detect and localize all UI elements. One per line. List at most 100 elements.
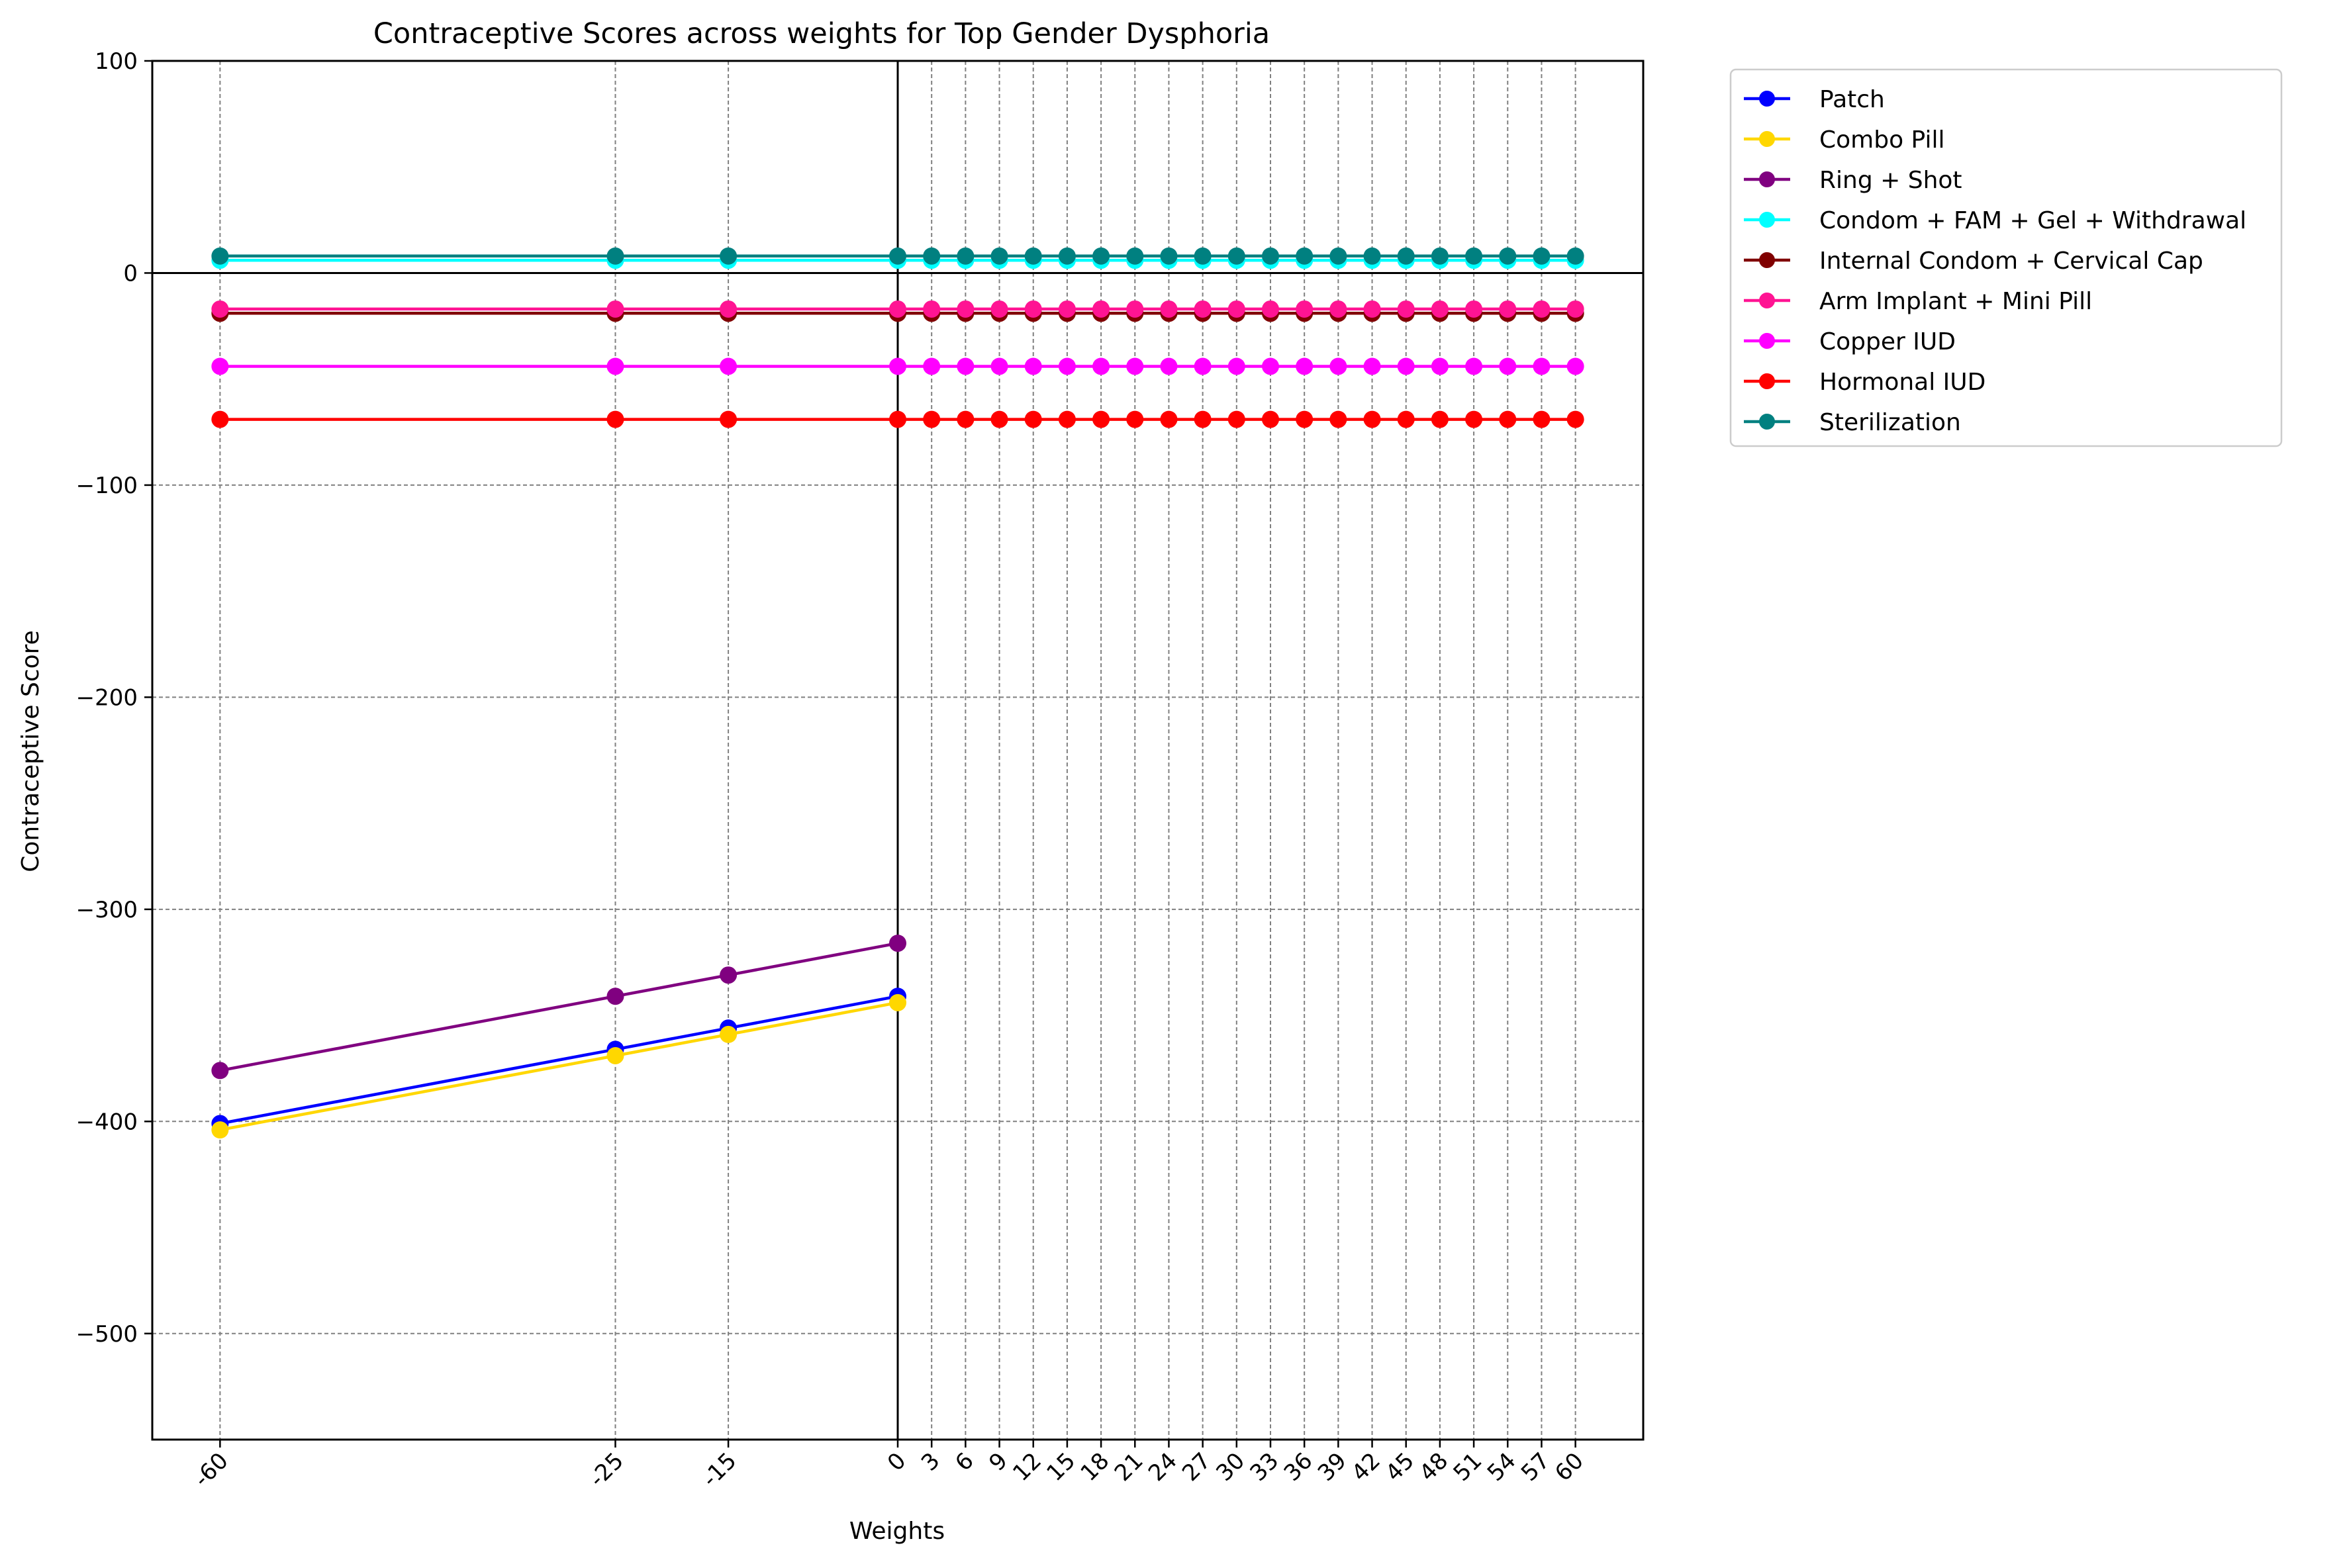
data-point	[1329, 357, 1347, 375]
data-point	[1092, 247, 1110, 265]
data-point	[211, 1062, 229, 1080]
x-tick-label: 0	[883, 1448, 912, 1477]
x-tick-label: 60	[1550, 1448, 1589, 1487]
y-tick-label: 0	[123, 260, 138, 287]
y-tick-label: −300	[76, 897, 138, 923]
data-point	[1058, 357, 1076, 375]
x-tick-label: 21	[1110, 1448, 1149, 1487]
legend-marker	[1759, 333, 1775, 349]
data-point	[1397, 300, 1415, 318]
legend-label: Internal Condom + Cervical Cap	[1819, 248, 2203, 275]
legend-marker	[1759, 131, 1775, 147]
data-point	[720, 247, 738, 265]
data-point	[923, 410, 941, 428]
data-point	[1363, 410, 1381, 428]
data-point	[1499, 247, 1517, 265]
data-point	[957, 410, 975, 428]
data-point	[1533, 300, 1551, 318]
series-2	[211, 993, 906, 1139]
series-8	[211, 410, 1584, 428]
data-point	[1397, 357, 1415, 375]
legend-label: Patch	[1819, 86, 1885, 113]
data-point	[1058, 300, 1076, 318]
data-point	[1533, 410, 1551, 428]
data-point	[1397, 410, 1415, 428]
data-point	[211, 1121, 229, 1139]
data-point	[1329, 300, 1347, 318]
legend-marker	[1759, 373, 1775, 389]
series-9	[211, 247, 1584, 265]
y-ticks: 100 0 −100 −200 −300 −400 −500	[76, 48, 152, 1348]
data-point	[990, 247, 1008, 265]
data-point	[1227, 300, 1245, 318]
data-point	[1431, 357, 1449, 375]
data-point	[720, 1025, 738, 1043]
data-point	[1329, 410, 1347, 428]
x-tick-label: 54	[1482, 1448, 1521, 1487]
x-tick-label: 51	[1449, 1448, 1488, 1487]
legend-label: Condom + FAM + Gel + Withdrawal	[1819, 207, 2246, 234]
data-point	[606, 1046, 624, 1064]
data-point	[1126, 357, 1144, 375]
data-point	[606, 247, 624, 265]
x-tick-label: -60	[189, 1448, 234, 1493]
data-point	[889, 247, 906, 265]
x-tick-label: -15	[697, 1448, 742, 1493]
legend-frame	[1729, 68, 2283, 447]
data-point	[606, 300, 624, 318]
x-tick-label: 6	[950, 1448, 979, 1477]
x-tick-label: 15	[1041, 1448, 1080, 1487]
data-point	[1227, 410, 1245, 428]
data-point	[1126, 247, 1144, 265]
data-point	[1227, 247, 1245, 265]
data-point	[1194, 247, 1212, 265]
data-point	[1296, 300, 1314, 318]
data-point	[1160, 410, 1178, 428]
data-point	[1566, 247, 1584, 265]
legend-marker	[1759, 414, 1775, 430]
y-axis-label: Contraceptive Score	[17, 630, 44, 872]
series-group	[211, 247, 1584, 1139]
data-point	[720, 410, 738, 428]
x-tick-label: 18	[1076, 1448, 1115, 1487]
legend: Patch Combo Pill Ring + Shot Condom + FAM +…	[1729, 68, 2283, 447]
data-point	[1431, 300, 1449, 318]
data-point	[1431, 410, 1449, 428]
data-point	[923, 247, 941, 265]
data-point	[1363, 300, 1381, 318]
data-point	[1566, 410, 1584, 428]
legend-entry: Condom + FAM + Gel + Withdrawal	[1744, 207, 2246, 234]
data-point	[1160, 300, 1178, 318]
data-point	[1499, 357, 1517, 375]
data-point	[1227, 357, 1245, 375]
data-point	[1126, 410, 1144, 428]
data-point	[1262, 410, 1279, 428]
data-point	[606, 357, 624, 375]
series-6	[211, 300, 1584, 318]
legend-entry: Combo Pill	[1744, 126, 1944, 154]
data-point	[1431, 247, 1449, 265]
data-point	[1024, 410, 1042, 428]
x-tick-label: 27	[1177, 1448, 1216, 1487]
data-point	[720, 300, 738, 318]
data-point	[211, 247, 229, 265]
x-tick-label: 3	[916, 1448, 945, 1477]
series-line	[219, 994, 898, 1125]
x-tick-label: 36	[1279, 1448, 1318, 1487]
data-point	[1465, 357, 1483, 375]
data-point	[1194, 300, 1212, 318]
x-tick-label: 30	[1211, 1448, 1250, 1487]
data-point	[1499, 300, 1517, 318]
series-line	[219, 941, 898, 1072]
data-point	[211, 357, 229, 375]
data-point	[1262, 247, 1279, 265]
legend-marker	[1759, 252, 1775, 268]
data-point	[1566, 357, 1584, 375]
data-point	[889, 300, 906, 318]
x-tick-label: -25	[584, 1448, 629, 1493]
y-tick-label: −400	[76, 1109, 138, 1135]
x-tick-label: 9	[984, 1448, 1013, 1477]
legend-marker	[1759, 171, 1775, 187]
